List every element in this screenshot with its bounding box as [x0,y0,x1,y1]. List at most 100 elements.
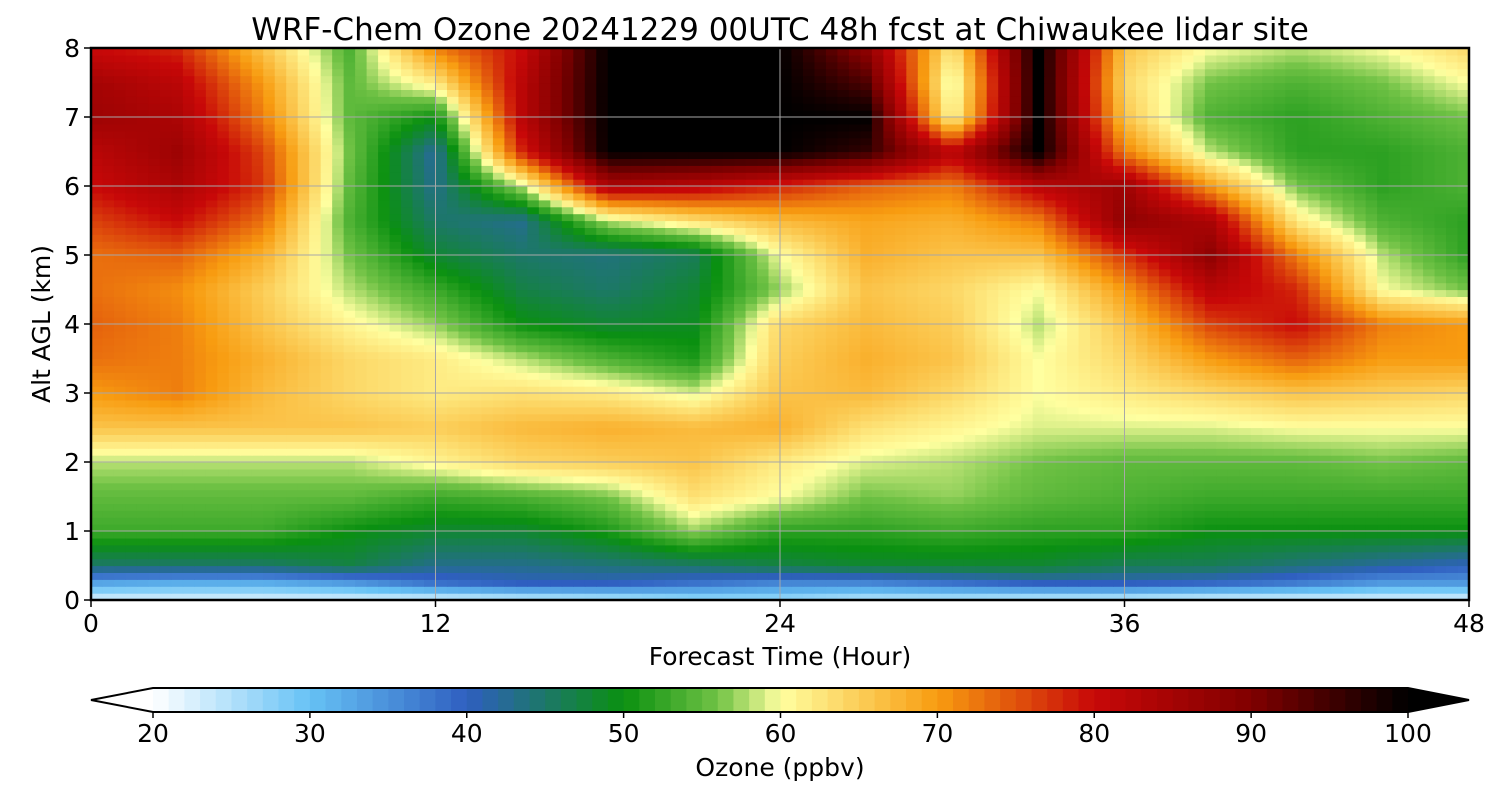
heat-cell [538,344,551,353]
heat-cell [446,537,460,546]
heat-cell [1388,393,1401,401]
heat-cell [297,455,310,463]
heat-cell [412,427,425,435]
heat-cell [1090,462,1103,470]
heat-cell [125,386,138,394]
heat-cell [791,337,804,346]
heat-cell [1411,524,1424,532]
heat-cell [722,455,735,463]
heat-cell [929,420,942,429]
heat-cell [355,427,368,435]
heat-cell [1158,365,1172,373]
heat-cell [1262,537,1275,546]
heat-cell [1090,551,1103,560]
heat-cell [91,551,104,560]
heat-cell [171,310,184,318]
heat-cell [136,475,150,484]
heat-cell [940,503,953,511]
heat-cell [1181,593,1194,600]
heat-cell [309,558,322,567]
heat-cell [1377,344,1390,353]
heat-cell [286,420,299,429]
heat-cell [550,351,563,360]
heat-cell [1021,503,1034,511]
heat-cell [940,317,953,325]
heat-cell [1009,337,1022,346]
heat-cell [722,399,735,408]
heat-cell [446,420,460,429]
heat-cell [1113,565,1126,573]
heat-cell [1147,496,1160,504]
heat-cell [286,330,299,339]
heat-cell [780,489,793,498]
heat-cell [550,579,563,587]
heat-cell [871,379,884,387]
heat-cell [894,324,907,332]
heat-cell [401,448,414,456]
heat-cell [1090,324,1103,332]
heat-cell [1009,496,1022,504]
heat-cell [1170,496,1183,504]
heat-cell [286,544,299,553]
heat-cell [1227,524,1240,532]
heat-cell [1446,441,1459,449]
heat-cell [240,593,253,600]
heat-cell [1250,586,1263,594]
heat-cell [91,379,104,387]
heat-cell [251,441,264,449]
heat-cell [1296,558,1309,567]
heat-cell [894,310,907,318]
heat-cell [688,475,701,484]
heat-cell [412,372,425,380]
heat-cell [1181,482,1194,491]
heat-cell [378,524,391,532]
heat-cell [1296,489,1309,498]
heat-cell [1434,365,1447,373]
heat-cell [768,324,781,332]
heat-cell [515,406,528,415]
heat-cell [1434,406,1447,415]
heat-cell [481,386,494,394]
heat-cell [825,317,839,325]
heat-cell [113,441,127,449]
heat-cell [1044,337,1057,346]
heat-cell [274,503,287,511]
heat-cell [1193,579,1206,587]
heat-cell [1113,531,1126,539]
heat-cell [113,393,127,401]
heat-cell [780,586,793,594]
heat-cell [653,455,666,463]
heat-cell [619,468,632,477]
heat-cell [1400,365,1413,373]
heat-cell [1296,496,1309,504]
heat-cell [171,441,184,449]
heat-cell [1331,351,1344,360]
heat-cell [1113,496,1126,504]
heat-cell [171,496,184,504]
heat-cell [1273,427,1286,435]
heat-cell [757,455,770,463]
heat-cell [848,489,861,498]
heat-cell [1331,496,1344,504]
heat-cell [1400,344,1413,353]
heat-cell [550,358,563,366]
heat-cell [561,344,574,353]
heat-cell [240,455,253,463]
heat-cell [676,524,689,532]
heat-cell [378,572,391,580]
heat-cell [148,317,161,325]
heat-cell [596,503,609,511]
heat-cell [1227,344,1240,353]
heat-cell [940,330,953,339]
heat-cell [768,441,781,449]
heat-cell [1055,524,1068,532]
heat-cell [228,531,241,539]
heat-cell [1032,503,1045,511]
heat-cell [217,565,230,573]
heat-cell [906,344,919,353]
heat-cell [802,337,816,346]
heat-cell [952,572,965,580]
heat-cell [906,413,919,422]
heat-cell [1239,441,1252,449]
heat-cell [205,482,218,491]
